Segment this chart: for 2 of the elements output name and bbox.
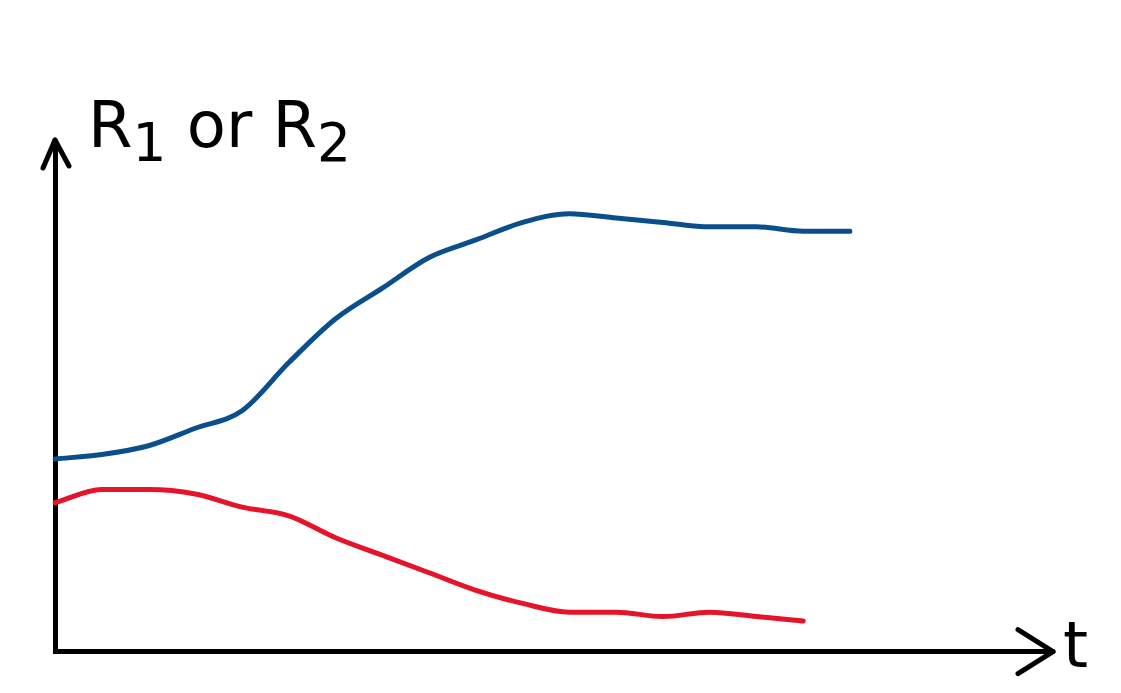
x-axis-title: t — [1063, 608, 1089, 682]
y-axis-title: R$_{1}$ or R$_{2}$ — [88, 88, 351, 174]
